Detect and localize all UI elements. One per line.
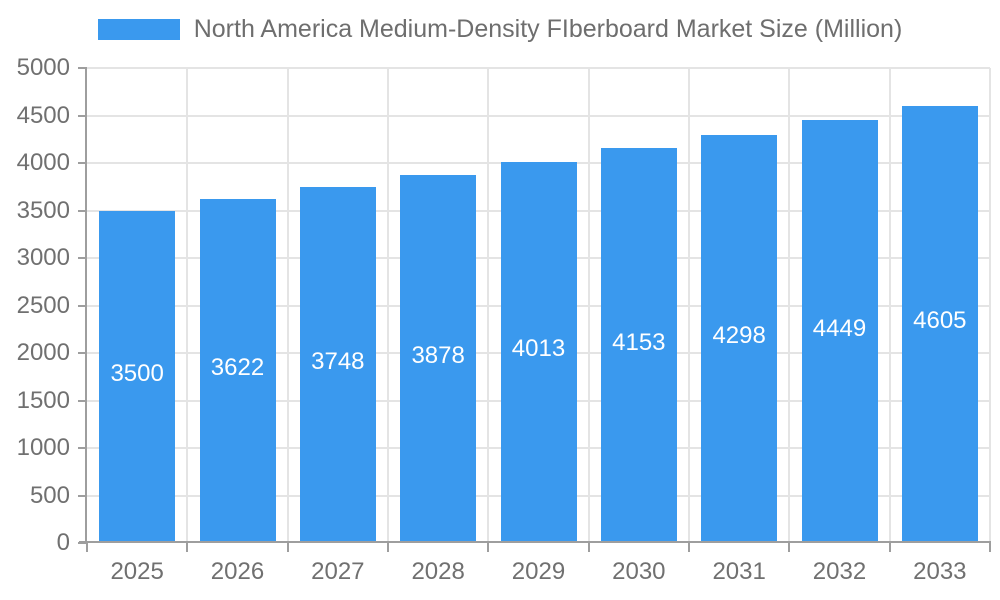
y-axis-line bbox=[85, 68, 87, 543]
bar[interactable]: 4449 bbox=[801, 120, 878, 543]
y-axis-tick-label: 4500 bbox=[16, 101, 70, 129]
x-axis-tick bbox=[86, 541, 88, 552]
bar-value-label: 4298 bbox=[712, 321, 766, 349]
v-gridline bbox=[186, 68, 189, 543]
x-axis-tick bbox=[387, 541, 389, 552]
x-axis-tick-label: 2025 bbox=[110, 558, 164, 585]
x-axis-tick bbox=[888, 541, 891, 552]
y-axis-tick-label: 2500 bbox=[16, 291, 70, 319]
x-axis-tick bbox=[788, 541, 791, 552]
v-gridline bbox=[386, 68, 389, 543]
y-axis-tick bbox=[78, 67, 87, 69]
y-axis-tick-label: 1000 bbox=[16, 434, 70, 461]
x-axis: 2025 2026 2027 2028 2029 2030 2031 2032 2033 bbox=[87, 558, 990, 590]
y-axis-tick bbox=[78, 162, 87, 164]
plot-area: 3500 3622 3748 3878 4013 4153 4298 4449 4605 bbox=[87, 67, 991, 543]
v-gridline bbox=[286, 68, 289, 543]
x-axis-tick-label: 2028 bbox=[411, 558, 465, 585]
v-gridline bbox=[888, 68, 891, 543]
x-axis-tick-label: 2029 bbox=[511, 558, 566, 585]
v-gridline bbox=[687, 68, 690, 543]
y-axis-tick bbox=[78, 399, 87, 402]
y-axis-tick-label: 3000 bbox=[16, 244, 70, 271]
bar[interactable]: 3622 bbox=[199, 198, 276, 543]
y-axis: 0 500 1000 1500 2000 2500 3000 3500 4000 4500 5000 bbox=[0, 54, 87, 556]
x-axis-tick bbox=[587, 541, 590, 552]
x-axis-tick-label: 2033 bbox=[913, 558, 967, 585]
bar-value-label: 3748 bbox=[311, 347, 365, 375]
y-axis-tick bbox=[78, 447, 87, 449]
y-axis-tick bbox=[78, 114, 87, 117]
x-axis-line bbox=[79, 541, 990, 543]
x-axis-tick bbox=[286, 541, 289, 552]
bar[interactable]: 3500 bbox=[99, 210, 176, 543]
x-axis-tick bbox=[487, 541, 490, 552]
y-axis-tick bbox=[78, 304, 87, 307]
legend-swatch-icon bbox=[97, 19, 180, 40]
bar-value-label: 3622 bbox=[210, 353, 265, 381]
y-axis-tick-label: 5000 bbox=[16, 54, 70, 81]
h-gridline bbox=[87, 114, 990, 117]
bar-value-label: 4013 bbox=[511, 335, 566, 363]
y-axis-tick-label: 500 bbox=[29, 481, 70, 509]
y-axis-tick bbox=[78, 494, 87, 497]
bar[interactable]: 4298 bbox=[701, 134, 778, 543]
v-gridline bbox=[989, 68, 991, 543]
bar-value-label: 3500 bbox=[110, 359, 164, 387]
bar-value-label: 4153 bbox=[612, 328, 666, 356]
y-axis-tick-label: 2000 bbox=[16, 339, 70, 366]
y-axis-tick bbox=[78, 257, 87, 259]
y-axis-tick-label: 3500 bbox=[16, 196, 70, 224]
x-axis-ticks bbox=[86, 541, 991, 552]
bar[interactable]: 4605 bbox=[901, 105, 978, 543]
v-gridline bbox=[487, 68, 490, 543]
bar[interactable]: 4013 bbox=[500, 161, 577, 543]
v-gridline bbox=[587, 68, 590, 543]
y-axis-tick-label: 1500 bbox=[16, 386, 70, 414]
v-gridline bbox=[788, 68, 791, 543]
y-axis-tick bbox=[78, 209, 87, 212]
x-axis-tick bbox=[688, 541, 690, 552]
legend[interactable]: North America Medium-Density FIberboard … bbox=[0, 15, 1000, 44]
x-axis-tick-label: 2032 bbox=[812, 558, 867, 585]
x-axis-tick-label: 2027 bbox=[311, 558, 365, 585]
y-axis-tick bbox=[78, 542, 87, 544]
bar-value-label: 4605 bbox=[913, 307, 967, 335]
bar-value-label: 3878 bbox=[411, 341, 465, 369]
x-axis-tick bbox=[186, 541, 189, 552]
bar-value-label: 4449 bbox=[812, 314, 867, 342]
bar[interactable]: 4153 bbox=[600, 148, 677, 543]
legend-label: North America Medium-Density FIberboard … bbox=[193, 15, 903, 43]
bar[interactable]: 3878 bbox=[400, 174, 477, 543]
bar[interactable]: 3748 bbox=[299, 186, 376, 543]
x-axis-tick-label: 2026 bbox=[210, 558, 265, 585]
x-axis-tick-label: 2030 bbox=[612, 558, 666, 585]
y-axis-tick bbox=[78, 352, 87, 354]
y-axis-tick-label: 4000 bbox=[16, 149, 70, 176]
h-gridline bbox=[87, 67, 990, 69]
x-axis-tick-label: 2031 bbox=[712, 558, 766, 585]
y-axis-tick-label: 0 bbox=[56, 529, 70, 556]
x-axis-tick bbox=[989, 541, 991, 552]
